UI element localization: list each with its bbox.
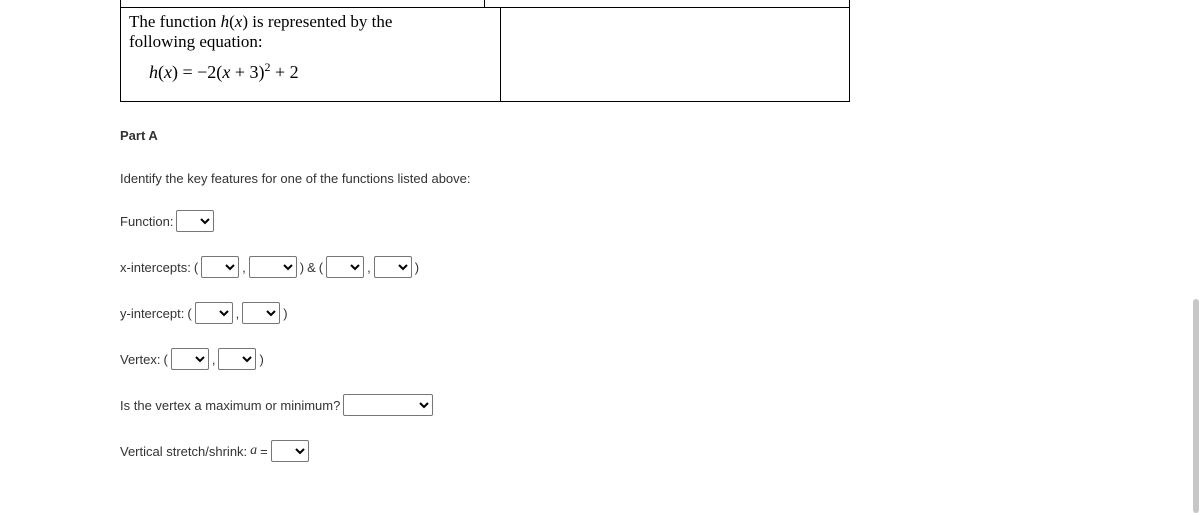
- maxmin-label: Is the vertex a maximum or minimum?: [120, 398, 340, 413]
- eq-rhs-a: −2(: [197, 62, 222, 82]
- vertex-row: Vertex: ( , ): [120, 348, 1180, 370]
- xint1-x-select[interactable]: [201, 256, 239, 278]
- vertex-y-select[interactable]: [218, 348, 256, 370]
- comma-2: ,: [367, 260, 371, 275]
- vertex-label: Vertex:: [120, 352, 160, 367]
- paren-close-3: ): [283, 306, 287, 321]
- fn-name-h: h: [221, 12, 230, 31]
- maxmin-select[interactable]: [343, 394, 433, 416]
- function-select[interactable]: [176, 210, 214, 232]
- box-top-right: [485, 0, 850, 8]
- problem-box: The function h(x) is represented by the …: [120, 0, 850, 102]
- eq-close-eq: ) =: [172, 62, 197, 82]
- stretch-select[interactable]: [271, 440, 309, 462]
- xint2-y-select[interactable]: [374, 256, 412, 278]
- eq-rhs-c: + 2: [270, 62, 298, 82]
- paren-open-4: (: [163, 352, 167, 367]
- comma-1: ,: [242, 260, 246, 275]
- axis-ticks: [121, 0, 485, 8]
- scrollbar-thumb[interactable]: [1193, 299, 1199, 513]
- yint-y-select[interactable]: [242, 302, 280, 324]
- problem-cell: The function h(x) is represented by the …: [121, 8, 501, 101]
- stretch-row: Vertical stretch/shrink: a =: [120, 440, 1180, 462]
- paren-open-3: (: [187, 306, 191, 321]
- xintercepts-row: x-intercepts: ( , ) & ( , ): [120, 256, 1180, 278]
- comma-4: ,: [212, 352, 216, 367]
- paren-open-1: (: [194, 260, 198, 275]
- function-label: Function:: [120, 214, 173, 229]
- stretch-label-pre: Vertical stretch/shrink:: [120, 444, 247, 459]
- problem-text-2: following equation:: [129, 32, 263, 51]
- paren-close-4: ): [259, 352, 263, 367]
- yintercept-label: y-intercept:: [120, 306, 184, 321]
- maxmin-row: Is the vertex a maximum or minimum?: [120, 394, 1180, 416]
- paren-close-1: ): [300, 260, 304, 275]
- eq-var: x: [164, 62, 172, 82]
- empty-cell: [501, 8, 850, 101]
- comma-3: ,: [236, 306, 240, 321]
- paren-close-2: ): [415, 260, 419, 275]
- equation: h(x) = −2(x + 3)2 + 2: [129, 52, 492, 93]
- function-row: Function:: [120, 210, 1180, 232]
- stretch-var-a: a: [250, 443, 257, 459]
- problem-text-1: The function: [129, 12, 221, 31]
- yintercept-row: y-intercept: ( , ): [120, 302, 1180, 324]
- problem-text-1b: ) is represented by the: [242, 12, 392, 31]
- xint1-y-select[interactable]: [249, 256, 297, 278]
- eq-rhs-b: + 3): [230, 62, 264, 82]
- instruction-text: Identify the key features for one of the…: [120, 171, 1180, 186]
- yint-x-select[interactable]: [195, 302, 233, 324]
- ampersand: &: [307, 260, 316, 275]
- paren-open-2: (: [319, 260, 323, 275]
- xint2-x-select[interactable]: [326, 256, 364, 278]
- vertex-x-select[interactable]: [171, 348, 209, 370]
- xintercepts-label: x-intercepts:: [120, 260, 191, 275]
- part-a-heading: Part A: [120, 128, 1180, 143]
- stretch-eq: =: [260, 444, 268, 459]
- eq-fn: h: [149, 62, 158, 82]
